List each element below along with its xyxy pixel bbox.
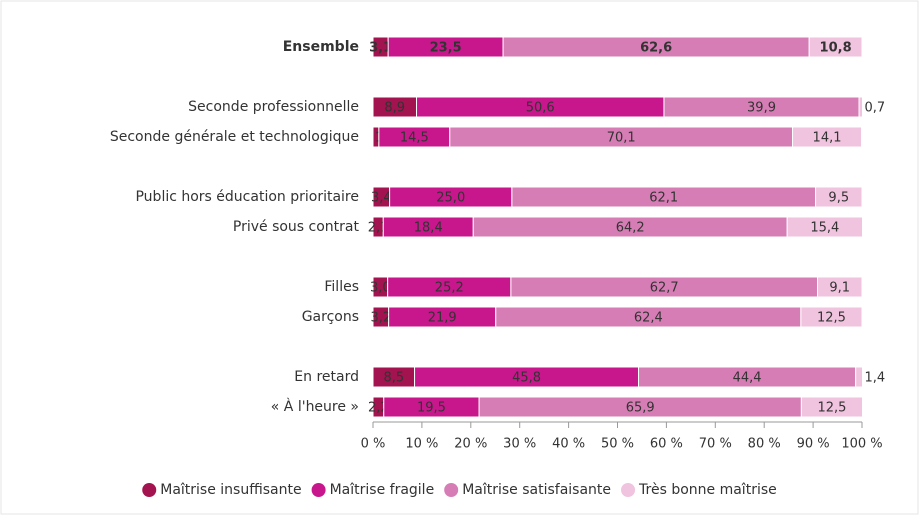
category-label: Seconde professionnelle — [188, 99, 359, 115]
value-label: 9,5 — [828, 191, 849, 206]
category-label: Privé sous contrat — [233, 219, 360, 235]
x-tick-label: 100 % — [841, 437, 882, 452]
value-label: 62,1 — [649, 191, 678, 206]
value-label: 3,1 — [369, 41, 392, 56]
value-label: 0,7 — [864, 101, 885, 116]
value-label: 62,7 — [650, 281, 679, 296]
legend-marker — [621, 483, 636, 497]
value-label: 10,8 — [820, 41, 852, 56]
value-label: 45,8 — [512, 371, 541, 386]
legend-label: Maîtrise insuffisante — [160, 482, 301, 498]
bar-segment — [855, 366, 863, 388]
value-label: 62,4 — [634, 311, 663, 326]
bar-segment — [792, 126, 863, 148]
x-tick-label: 30 % — [503, 437, 536, 452]
value-label: 3,2 — [370, 311, 391, 326]
bar-segment — [800, 306, 863, 328]
bar-segment — [786, 216, 863, 238]
value-label: 3,0 — [370, 281, 391, 296]
value-label: 39,9 — [747, 101, 776, 116]
bar-segment — [800, 396, 863, 418]
value-label: 3,4 — [371, 191, 392, 206]
value-label: 64,2 — [616, 221, 645, 236]
value-label: 14,1 — [813, 131, 842, 146]
category-label: Seconde générale et technologique — [110, 129, 359, 145]
bar-segment — [858, 96, 863, 118]
value-label: 21,9 — [428, 311, 457, 326]
value-label: 15,4 — [810, 221, 839, 236]
value-label: 23,5 — [430, 41, 462, 56]
value-label: 8,5 — [383, 371, 404, 386]
x-tick-label: 90 % — [797, 437, 830, 452]
x-tick-label: 40 % — [552, 437, 585, 452]
x-tick-label: 20 % — [454, 437, 487, 452]
x-tick-label: 80 % — [748, 437, 781, 452]
value-label: 14,5 — [400, 131, 429, 146]
legend-marker — [142, 483, 157, 497]
legend-label: Maîtrise satisfaisante — [462, 482, 611, 498]
legend-marker — [444, 483, 459, 497]
x-tick-label: 50 % — [601, 437, 634, 452]
value-label: 25,2 — [435, 281, 464, 296]
bar-segment — [817, 276, 863, 298]
bar-segment — [815, 186, 863, 208]
value-label: 8,9 — [384, 101, 405, 116]
value-label: 70,1 — [607, 131, 636, 146]
legend-label: Très bonne maîtrise — [638, 482, 777, 498]
value-label: 12,5 — [817, 401, 846, 416]
value-label: 18,4 — [414, 221, 443, 236]
category-label: Filles — [324, 279, 359, 295]
x-tick-label: 60 % — [650, 437, 683, 452]
category-label: « À l'heure » — [271, 398, 359, 415]
value-label: 50,6 — [526, 101, 555, 116]
value-label: 1,4 — [864, 371, 885, 386]
x-tick-label: 0 % — [361, 437, 386, 452]
value-label: 25,0 — [436, 191, 465, 206]
value-label: 65,9 — [626, 401, 655, 416]
legend-label: Maîtrise fragile — [330, 482, 435, 498]
legend-marker — [311, 483, 326, 497]
value-label: 19,5 — [417, 401, 446, 416]
value-label: 9,1 — [829, 281, 850, 296]
x-tick-label: 70 % — [699, 437, 732, 452]
x-tick-label: 10 % — [405, 437, 438, 452]
category-label: Garçons — [302, 309, 359, 325]
category-label: Public hors éducation prioritaire — [135, 189, 359, 205]
value-label: 62,6 — [640, 41, 672, 56]
category-label: Ensemble — [283, 39, 359, 55]
value-label: 44,4 — [733, 371, 762, 386]
value-label: 12,5 — [817, 311, 846, 326]
category-label: En retard — [294, 369, 359, 385]
bar-segment — [808, 36, 863, 58]
